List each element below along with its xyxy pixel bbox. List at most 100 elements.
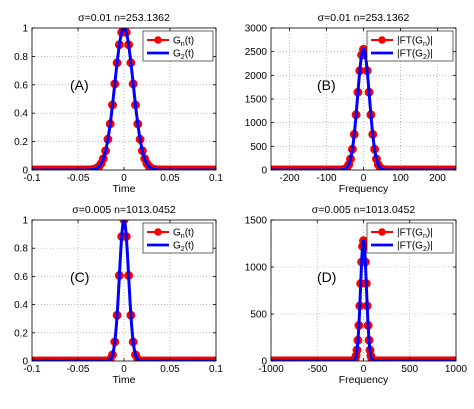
x-tick-label: -500 xyxy=(307,364,327,375)
chart-title: σ=0.005 n=1013.0452 xyxy=(312,204,416,216)
y-tick-label: 0 xyxy=(22,357,28,368)
legend-entry-2: |FT(G2)| xyxy=(397,49,433,62)
y-tick-label: 0 xyxy=(261,357,267,368)
y-tick-label: 1500 xyxy=(245,95,268,106)
y-tick-label: 1000 xyxy=(245,118,268,129)
legend: |FT(Gn)||FT(G2)| xyxy=(366,222,454,254)
y-tick-label: 0.2 xyxy=(14,137,28,148)
y-tick-label: 1500 xyxy=(245,216,268,227)
y-tick-label: 2500 xyxy=(245,47,268,58)
legend: Gn(t)G2(t) xyxy=(142,222,214,254)
legend-text-part: G xyxy=(173,36,181,47)
legend-entry-n: |FT(Gn)| xyxy=(397,228,433,241)
legend-swatch-marker xyxy=(378,36,386,44)
x-axis-label: Frequency xyxy=(339,374,389,386)
x-tick-label: -0.1 xyxy=(23,364,41,375)
legend-text-part: 2 xyxy=(181,246,185,253)
x-axis-label: Frequency xyxy=(339,183,389,195)
x-tick-label: 0.05 xyxy=(160,364,180,375)
x-tick-label: 0 xyxy=(361,173,367,184)
legend-text-part: )| xyxy=(427,49,433,60)
y-tick-label: 3000 xyxy=(245,24,268,35)
legend-swatch-marker xyxy=(154,36,162,44)
legend-text-part: |FT(G xyxy=(397,49,423,60)
y-tick-label: 1 xyxy=(22,24,28,35)
legend-text-part: (t) xyxy=(185,228,194,239)
x-tick-label: -200 xyxy=(279,173,299,184)
x-tick-label: 0 xyxy=(121,364,127,375)
x-axis-label: Time xyxy=(113,183,136,195)
panel-label: (D) xyxy=(317,269,336,285)
series-line-2 xyxy=(271,47,456,170)
legend-text-part: )| xyxy=(427,36,433,47)
legend-text-part: (t) xyxy=(185,36,194,47)
legend-text-part: )| xyxy=(427,228,433,239)
legend-box xyxy=(366,30,454,62)
y-tick-label: 0 xyxy=(261,166,267,177)
y-tick-label: 2000 xyxy=(245,71,268,82)
y-tick-label: 0.4 xyxy=(14,300,28,311)
chart-title: σ=0.01 n=253.1362 xyxy=(78,12,170,24)
legend-box xyxy=(142,30,214,62)
legend-entry-n: Gn(t) xyxy=(173,228,194,241)
y-tick-label: 0 xyxy=(22,166,28,177)
legend-text-part: |FT(G xyxy=(397,36,423,47)
panel-b: -200 -100 0 100 200050010001500200025003000σ… xyxy=(245,12,457,195)
legend-text-part: n xyxy=(181,233,185,240)
legend-text-part: (t) xyxy=(185,49,194,60)
legend-text-part: 2 xyxy=(423,54,427,61)
x-tick-label: -0.05 xyxy=(67,364,90,375)
legend: Gn(t)G2(t) xyxy=(142,30,214,62)
legend-text-part: n xyxy=(423,41,427,48)
legend: |FT(Gn)||FT(G2)| xyxy=(366,30,454,62)
y-tick-label: 0.8 xyxy=(14,52,28,63)
panel-d: -1000 -500 0 500 1000 0 500 1000 1500 σ=0.005 n=1… xyxy=(245,204,468,386)
panel-label: (A) xyxy=(70,77,89,93)
y-tick-label: 500 xyxy=(250,310,267,321)
x-tick-label: 0.05 xyxy=(160,173,180,184)
x-tick-label: 500 xyxy=(401,364,418,375)
chart-title: σ=0.01 n=253.1362 xyxy=(318,12,410,24)
legend-text-part: )| xyxy=(427,241,433,252)
legend-text-part: 2 xyxy=(423,246,427,253)
panel-c: -0.1 -0.05 0 0.05 0.1 0 0.2 0.4 0.6 0.8 1 σ=0.005 n… xyxy=(14,204,223,386)
legend-entry-2: G2(t) xyxy=(173,49,194,62)
y-tick-label: 0.8 xyxy=(14,244,28,255)
x-tick-label: -0.05 xyxy=(67,173,90,184)
legend-entry-2: G2(t) xyxy=(173,241,194,254)
legend-box xyxy=(366,222,454,254)
x-tick-label: -100 xyxy=(316,173,336,184)
y-tick-label: 0.6 xyxy=(14,272,28,283)
y-tick-label: 500 xyxy=(250,142,267,153)
x-tick-label: 100 xyxy=(392,173,409,184)
legend-text-part: n xyxy=(423,233,427,240)
y-tick-label: 1 xyxy=(22,216,28,227)
legend-swatch-marker xyxy=(378,228,386,236)
x-axis-label: Time xyxy=(113,374,136,386)
panel-label: (B) xyxy=(317,77,336,93)
legend-text-part: G xyxy=(173,49,181,60)
legend-text-part: G xyxy=(173,241,181,252)
legend-text-part: |FT(G xyxy=(397,228,423,239)
x-tick-label: 200 xyxy=(429,173,446,184)
legend-text-part: |FT(G xyxy=(397,241,423,252)
legend-box xyxy=(142,222,214,254)
x-tick-label: -0.1 xyxy=(23,173,41,184)
legend-entry-n: |FT(Gn)| xyxy=(397,36,433,49)
legend-text-part: 2 xyxy=(181,54,185,61)
legend-text-part: G xyxy=(173,228,181,239)
x-tick-label: 0 xyxy=(121,173,127,184)
x-tick-label: 0 xyxy=(361,364,367,375)
series-line-2 xyxy=(271,238,456,361)
chart-title: σ=0.005 n=1013.0452 xyxy=(72,204,176,216)
x-tick-label: 1000 xyxy=(445,364,468,375)
y-tick-label: 0.2 xyxy=(14,328,28,339)
panel-label: (C) xyxy=(70,269,89,285)
panel-a: -0.1 -0.05 0 0.05 0.1 0 0.2 0.4 0.6 0.8 1 σ=0.01 n=… xyxy=(14,12,223,195)
x-tick-label: 0.1 xyxy=(209,364,223,375)
y-tick-label: 0.4 xyxy=(14,109,28,120)
x-tick-label: 0.1 xyxy=(209,173,223,184)
y-tick-label: 0.6 xyxy=(14,80,28,91)
